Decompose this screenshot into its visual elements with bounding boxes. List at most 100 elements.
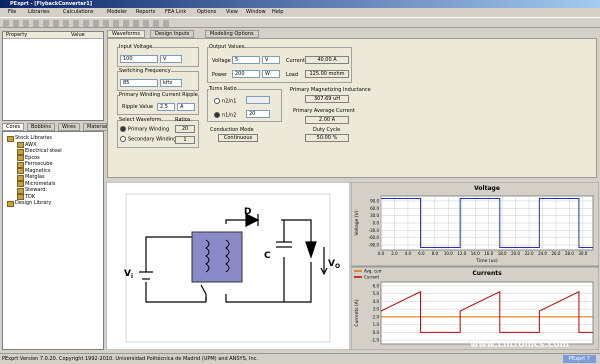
menu-item[interactable]: Modeler [107,9,128,15]
tree-icon[interactable] [17,187,24,194]
value-button[interactable]: 50.00 % [305,134,349,142]
x-tick-label: 26.0 [552,251,561,256]
text-input[interactable]: 20 [246,110,270,118]
tree-icon[interactable] [7,200,14,207]
tree-item[interactable]: Magnetics [25,167,51,174]
menu-item[interactable]: Libraries [28,9,50,15]
group-label: Primary Winding Current Ripple [119,92,198,98]
radio-label: n1/n2 [222,112,237,119]
y-tick-label: 90.0 [370,198,379,203]
text-input[interactable]: 100 [120,55,158,63]
tree-item[interactable]: Ferroxcube [25,161,53,167]
tree-item[interactable]: Steward [25,187,46,193]
menu-bar: File Libraries Calculations Modeler Reports F… [0,8,600,16]
ratio-button[interactable]: 1 [175,136,195,144]
menu-item[interactable]: Reports [136,9,156,15]
value-button[interactable]: 125.00 mohm [305,70,349,78]
radio-label: Secondary Winding [128,136,177,143]
text-input[interactable]: 200 [232,70,260,78]
tree-item[interactable]: Electrical steel [25,148,62,154]
unit-select[interactable]: A [177,103,195,111]
menu-item[interactable]: Help [272,9,284,15]
y-tick-label: 60.0 [370,206,379,211]
tree-icon[interactable] [7,135,14,142]
toolbar-icons[interactable] [3,20,173,27]
text-input[interactable]: 85 [120,79,158,87]
tab[interactable]: Modeling Options [205,30,259,38]
legend-label: Avg. curr [364,269,382,274]
text-input[interactable]: 5 [232,56,260,64]
tree-icon[interactable] [17,168,24,174]
tree-item[interactable]: AWX [25,141,37,148]
value-button[interactable]: Continuous [218,134,258,142]
group-label: Switching Frequency [119,68,171,74]
y-tick-label: 6.0 [373,283,380,288]
chart-title: Currents [472,270,502,277]
tree-item[interactable]: Design Library [15,200,52,206]
x-tick-label: 10.0 [444,251,453,256]
tree-icon[interactable] [17,181,24,187]
tab[interactable]: Bobbins [27,123,55,131]
y-tick-label: 0.0 [373,221,380,226]
menu-item[interactable]: File [8,9,17,15]
tree-item[interactable]: Micrometals [25,180,56,187]
ratio-button[interactable]: 20 [175,125,195,133]
window-title: PExprt - [FlybackConverter1] [10,1,93,7]
tree-item[interactable]: Stock Libraries [15,135,53,141]
text-input[interactable]: 2.5 [157,103,175,111]
field-label: Ripple Value [122,104,153,110]
menu-item[interactable]: FEA Link [165,9,187,15]
toolbar [0,17,600,28]
symbol: V [124,269,131,279]
menu-item[interactable]: Window [246,9,266,15]
tab[interactable]: Wires [58,123,80,131]
radio[interactable]: Secondary Winding [120,136,176,143]
x-tick-label: 4.0 [405,251,412,256]
field-label: Primary Average Current [293,108,355,114]
group-box [207,47,352,83]
field-label: Load [286,72,298,78]
group-label: Output Values [209,44,245,50]
text-input [246,96,270,104]
y-axis-label: Voltage (V) [354,210,360,235]
tree-icon[interactable] [17,155,24,161]
title-bar: PExprt - [FlybackConverter1] [0,0,600,8]
x-tick-label: 0.0 [378,251,385,256]
plot-area [380,281,594,345]
tree-icon[interactable] [17,142,24,148]
tree-icon[interactable] [17,148,24,155]
value-button[interactable]: 2.00 A [305,116,349,124]
tree-item[interactable]: Metglas [25,174,45,180]
x-tick-label: 20.0 [511,251,520,256]
unit-select[interactable]: V [160,55,182,63]
tree-item[interactable]: Epcos [25,154,40,161]
value-button[interactable]: 307.69 uH [305,95,349,103]
x-axis-label: Time (us) [475,258,497,264]
watermark: www.cntronics.com [470,340,569,350]
x-tick-label: 22.0 [525,251,534,256]
unit-select[interactable]: W [262,70,280,78]
menu-item[interactable]: Options [197,9,217,15]
unit-select[interactable]: V [262,56,280,64]
tree-item[interactable]: TDK [25,193,36,200]
tab[interactable]: Design Inputs [150,30,195,38]
menu-item[interactable]: View [226,9,238,15]
radio[interactable]: Primary Winding [120,126,169,133]
tab[interactable]: Waveforms [107,30,145,38]
menu-item[interactable]: Calculations [63,9,94,15]
header-cell: Property [6,32,28,38]
x-tick-label: 18.0 [498,251,507,256]
y-tick-label: 4.0 [373,299,380,304]
value-button[interactable]: 40.00 A [305,56,349,64]
library-tree: Stock Libraries AWX Electrical steel Epcos F… [2,131,104,350]
radio[interactable]: n2/n1 [214,98,236,105]
radio[interactable]: n1/n2 [214,112,236,119]
radio-label: Primary Winding [128,126,170,133]
tree-icon[interactable] [17,174,24,181]
property-grid: Property Value [2,31,104,121]
tree-icon[interactable] [17,161,24,168]
tree-icon[interactable] [17,194,24,200]
tab[interactable]: Cores [2,123,25,131]
x-tick-label: 6.0 [418,251,425,256]
unit-select[interactable]: kHz [160,79,182,87]
